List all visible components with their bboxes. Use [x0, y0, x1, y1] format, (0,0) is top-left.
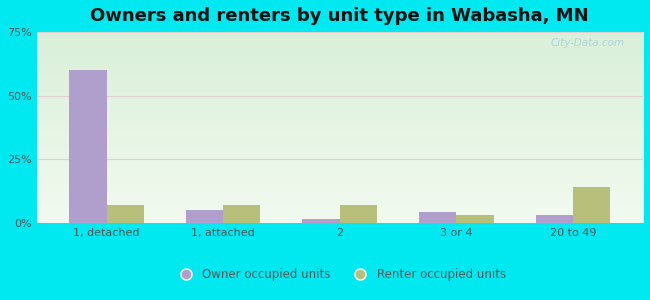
Text: City-Data.com: City-Data.com: [551, 38, 625, 48]
Bar: [419, 212, 456, 223]
Bar: [456, 215, 494, 223]
Title: Owners and renters by unit type in Wabasha, MN: Owners and renters by unit type in Wabas…: [90, 7, 589, 25]
Bar: [536, 215, 573, 223]
Bar: [107, 205, 144, 223]
Legend: Owner occupied units, Renter occupied units: Owner occupied units, Renter occupied un…: [169, 263, 510, 286]
Bar: [69, 70, 107, 223]
Bar: [186, 210, 223, 223]
Bar: [340, 205, 377, 223]
Bar: [573, 188, 610, 223]
Bar: [223, 205, 261, 223]
Bar: [302, 219, 340, 223]
